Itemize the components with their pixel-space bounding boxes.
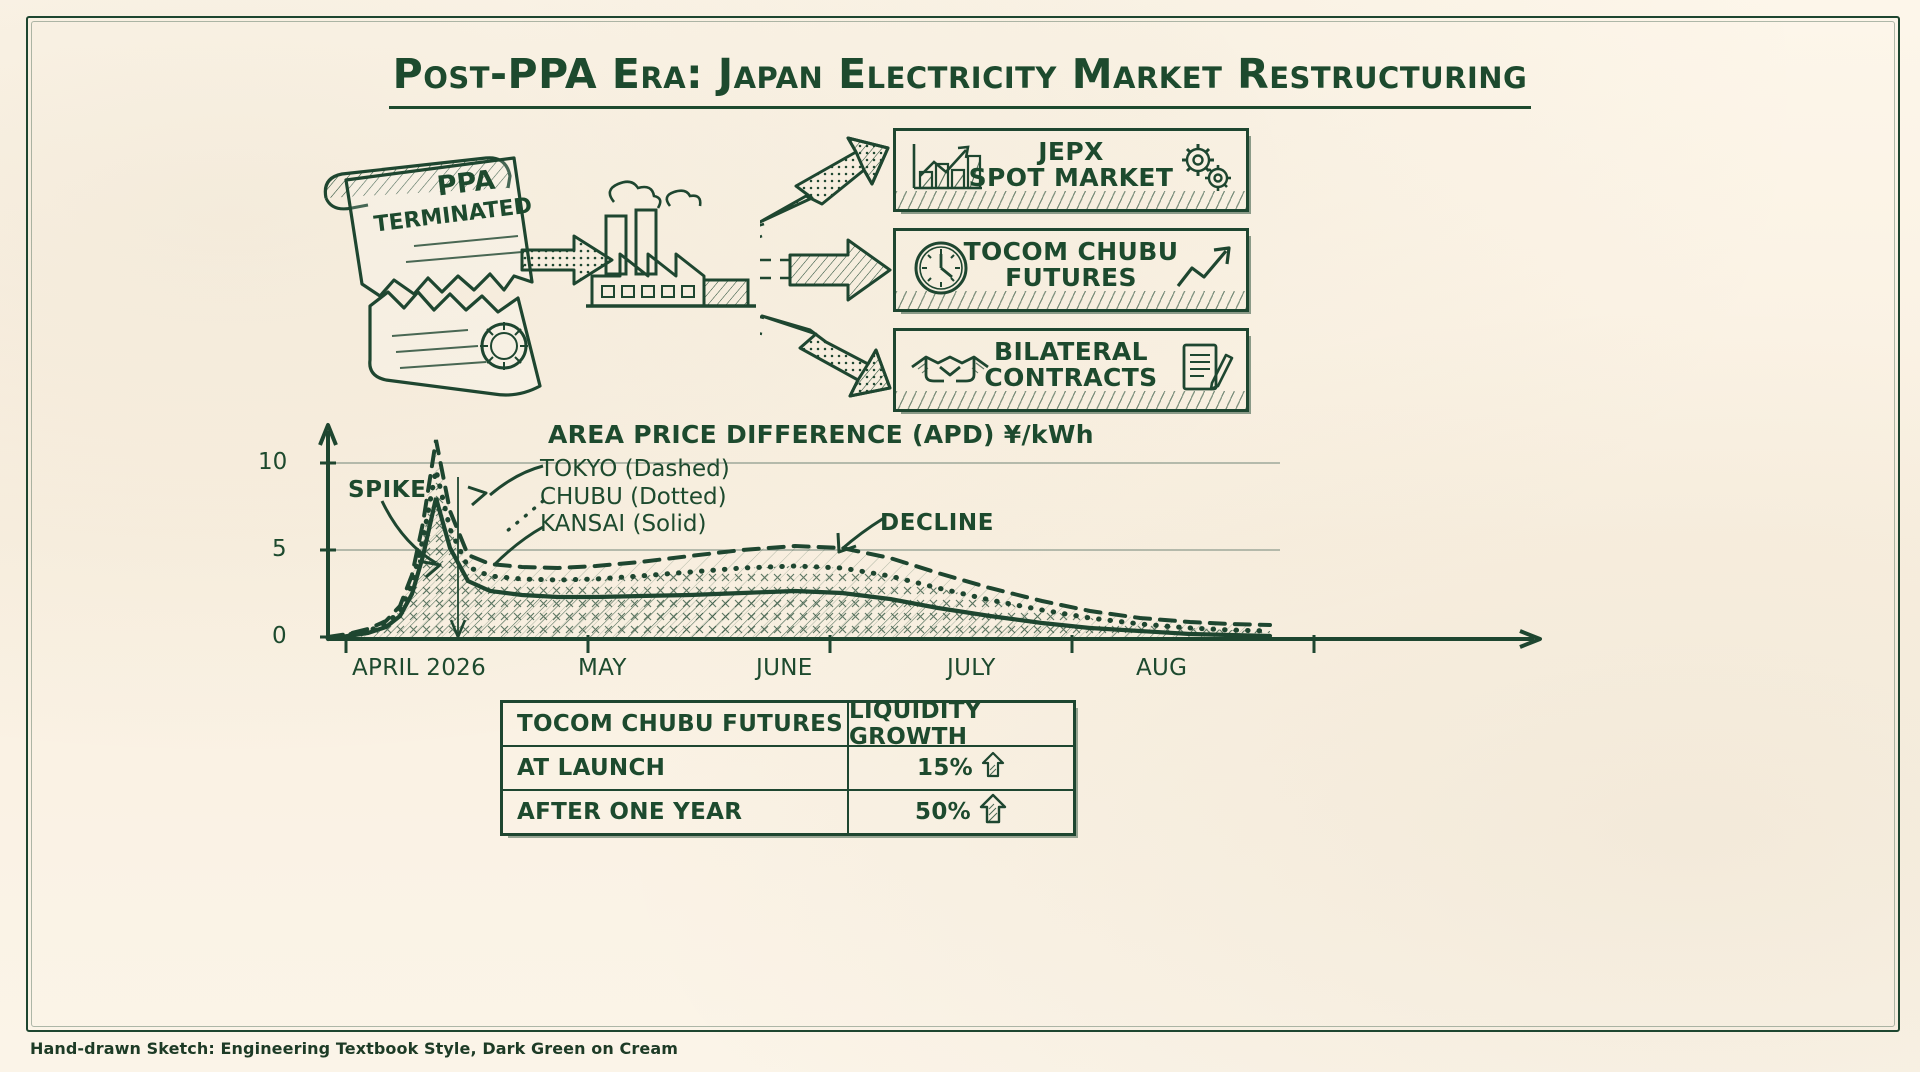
up-arrow-icon <box>981 751 1005 785</box>
x-tick-aug: AUG <box>1136 655 1188 681</box>
box-label-bilateral-line2: CONTRACTS <box>984 363 1158 393</box>
y-axis-arrow-icon <box>318 423 338 446</box>
spike-callout-arrow-icon <box>380 500 437 565</box>
x-axis-arrow-icon <box>1519 629 1542 649</box>
liquidity-table: TOCOM CHUBU FUTURES LIQUIDITY GROWTH AT … <box>500 698 1078 838</box>
y-tick-10: 10 <box>258 449 288 475</box>
legend-chubu: CHUBU (Dotted) <box>540 484 727 510</box>
x-tick-june: JUNE <box>756 655 813 681</box>
page-title-text: Post-PPA Era: Japan Electricity Market R… <box>388 50 1532 109</box>
wax-seal-icon <box>480 322 528 370</box>
box-hatch-shading <box>896 291 1246 309</box>
table-header-col0: TOCOM CHUBU FUTURES <box>503 703 849 745</box>
box-hatch-shading <box>896 391 1246 409</box>
table-row-value: 15% <box>917 755 973 781</box>
bar-chart-growth-icon <box>908 140 986 200</box>
table-header-col1: LIQUIDITY GROWTH <box>849 698 982 750</box>
y-tick-5: 5 <box>272 536 287 562</box>
series-line-kansai <box>325 497 1273 642</box>
page-title: Post-PPA Era: Japan Electricity Market R… <box>0 50 1920 109</box>
fanout-arrows-icon <box>760 136 892 398</box>
kansai-leader-line <box>492 525 544 567</box>
y-tick-0: 0 <box>272 623 287 649</box>
box-label-jepx-line2: SPOT MARKET <box>968 163 1174 193</box>
kansai-area-fill <box>328 498 1270 639</box>
trend-up-arrow-icon <box>1174 244 1236 296</box>
decline-callout-arrow-icon <box>841 516 885 551</box>
table-row-value-cell: 15% <box>849 747 1073 789</box>
output-box-tocom[interactable]: TOCOM CHUBU FUTURES <box>893 228 1251 314</box>
output-box-jepx[interactable]: JEPX SPOT MARKET <box>893 128 1251 214</box>
box-hatch-shading <box>896 191 1246 209</box>
table-row-label: AT LAUNCH <box>503 747 849 789</box>
box-label-bilateral: BILATERAL CONTRACTS <box>896 337 1246 393</box>
footer-note: Hand-drawn Sketch: Engineering Textbook … <box>30 1039 678 1058</box>
box-label-tocom-line2: FUTURES <box>1005 263 1137 293</box>
box-label-tocom: TOCOM CHUBU FUTURES <box>896 237 1246 293</box>
ppa-terminated-scroll <box>323 156 542 397</box>
table-row-value-cell: 50% <box>849 791 1073 833</box>
gears-icon <box>1174 140 1236 200</box>
annotation-spike: SPIKE <box>348 477 427 503</box>
clock-icon <box>908 237 974 303</box>
up-arrow-icon <box>979 793 1007 831</box>
contract-pen-icon <box>1178 339 1236 401</box>
box-label-jepx: JEPX SPOT MARKET <box>896 137 1246 193</box>
apd-chart <box>318 423 1542 653</box>
x-tick-april: APRIL 2026 <box>352 655 487 681</box>
x-tick-july: JULY <box>947 655 996 681</box>
series-line-chubu <box>325 469 1273 641</box>
table-row-label: AFTER ONE YEAR <box>503 791 849 833</box>
handshake-icon <box>908 343 992 397</box>
output-box-bilateral[interactable]: BILATERAL CONTRACTS <box>893 328 1251 414</box>
tokyo-leader-line <box>489 464 544 497</box>
annotation-decline: DECLINE <box>880 510 995 536</box>
scroll-to-plant-arrow-icon <box>516 234 614 286</box>
chart-title: AREA PRICE DIFFERENCE (APD) ¥/kWh <box>548 420 1094 449</box>
table-row-value: 50% <box>915 799 971 825</box>
box-label-bilateral-line1: BILATERAL <box>994 337 1148 366</box>
table-header-row: TOCOM CHUBU FUTURES LIQUIDITY GROWTH <box>503 698 1073 750</box>
table-row: AFTER ONE YEAR 50% <box>503 789 1073 833</box>
x-tick-may: MAY <box>578 655 627 681</box>
box-label-jepx-line1: JEPX <box>1038 137 1104 166</box>
legend-tokyo: TOKYO (Dashed) <box>540 456 730 482</box>
legend-kansai: KANSAI (Solid) <box>540 511 707 537</box>
box-label-tocom-line1: TOCOM CHUBU <box>963 237 1179 266</box>
power-plant-icon <box>586 180 756 308</box>
table-row: AT LAUNCH 15% <box>503 745 1073 789</box>
page-border <box>26 16 1900 1032</box>
series-line-tokyo <box>326 439 1272 639</box>
